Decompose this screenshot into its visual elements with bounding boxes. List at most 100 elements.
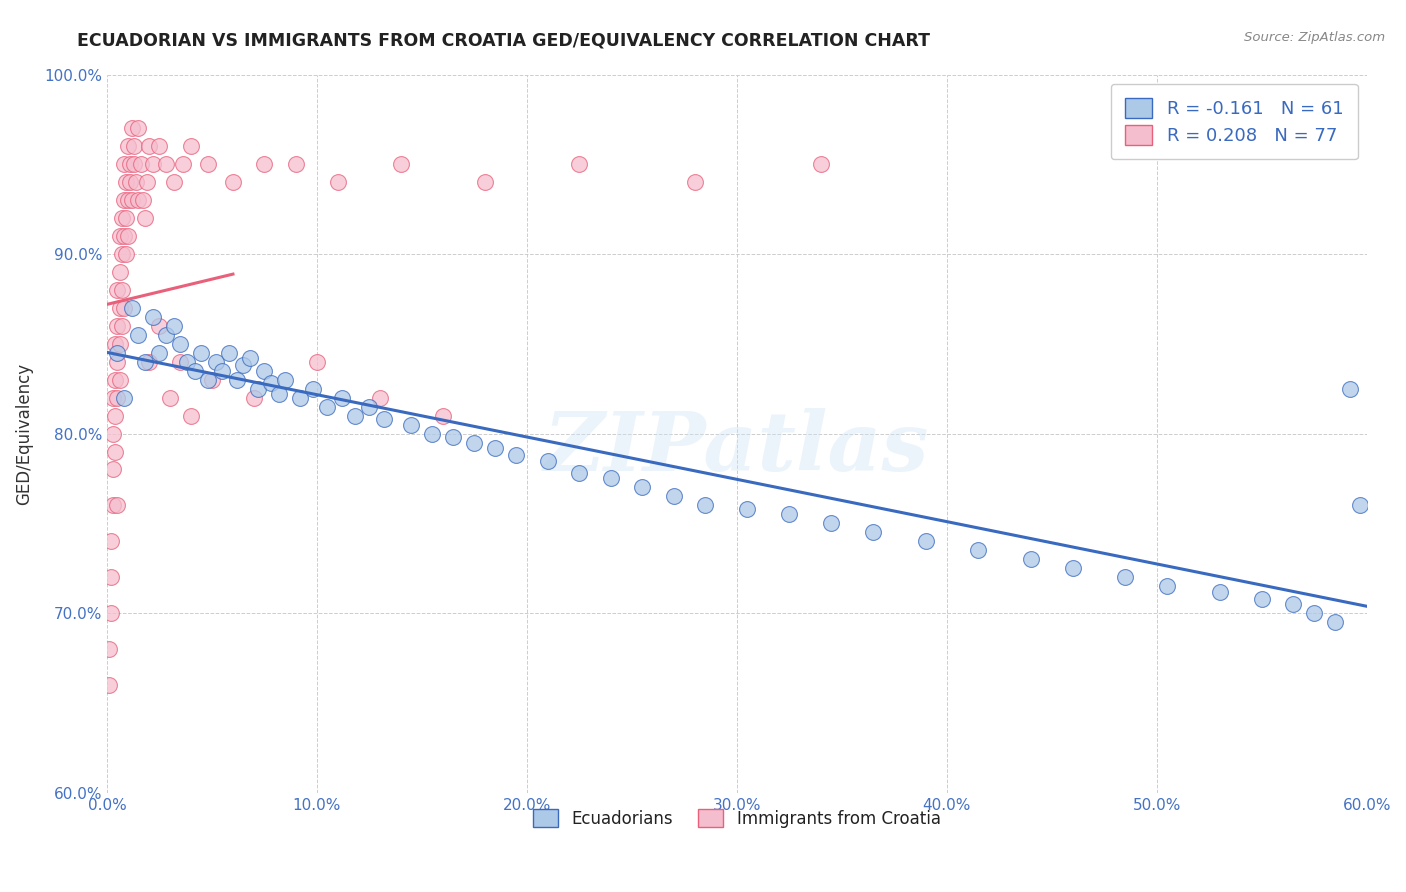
- Point: [568, 466, 591, 480]
- Point: [112, 391, 135, 405]
- Point: [125, 175, 148, 189]
- Point: [205, 355, 228, 369]
- Point: [1209, 584, 1232, 599]
- Point: [122, 139, 145, 153]
- Point: [422, 426, 444, 441]
- Point: [107, 346, 129, 360]
- Point: [104, 373, 127, 387]
- Point: [107, 499, 129, 513]
- Point: [288, 391, 311, 405]
- Point: [111, 283, 134, 297]
- Point: [163, 175, 186, 189]
- Point: [134, 211, 156, 226]
- Point: [1114, 570, 1136, 584]
- Point: [98, 642, 121, 657]
- Point: [1062, 561, 1084, 575]
- Text: Source: ZipAtlas.com: Source: ZipAtlas.com: [1244, 31, 1385, 45]
- Point: [537, 453, 560, 467]
- Point: [112, 157, 135, 171]
- Point: [1324, 615, 1347, 629]
- Point: [463, 435, 485, 450]
- Point: [107, 355, 129, 369]
- Point: [108, 301, 131, 315]
- Point: [1156, 579, 1178, 593]
- Point: [103, 391, 125, 405]
- Point: [148, 346, 170, 360]
- Point: [1303, 606, 1326, 620]
- Point: [1339, 382, 1361, 396]
- Point: [568, 157, 591, 171]
- Point: [117, 229, 139, 244]
- Point: [389, 157, 412, 171]
- Point: [111, 247, 134, 261]
- Point: [142, 157, 165, 171]
- Point: [269, 387, 291, 401]
- Point: [108, 373, 131, 387]
- Point: [100, 570, 122, 584]
- Point: [274, 373, 297, 387]
- Point: [107, 283, 129, 297]
- Point: [778, 508, 800, 522]
- Point: [100, 606, 122, 620]
- Point: [121, 121, 143, 136]
- Point: [107, 391, 129, 405]
- Point: [115, 175, 138, 189]
- Point: [120, 175, 142, 189]
- Point: [169, 336, 191, 351]
- Point: [115, 211, 138, 226]
- Point: [737, 502, 759, 516]
- Point: [121, 301, 143, 315]
- Point: [505, 448, 527, 462]
- Point: [967, 543, 990, 558]
- Point: [284, 157, 307, 171]
- Point: [148, 318, 170, 333]
- Point: [127, 327, 149, 342]
- Point: [401, 417, 423, 432]
- Point: [197, 157, 219, 171]
- Point: [131, 193, 153, 207]
- Point: [301, 382, 323, 396]
- Point: [112, 193, 135, 207]
- Point: [121, 193, 143, 207]
- Point: [138, 355, 160, 369]
- Point: [108, 229, 131, 244]
- Point: [1019, 552, 1042, 566]
- Point: [104, 336, 127, 351]
- Point: [117, 193, 139, 207]
- Point: [115, 247, 138, 261]
- Point: [176, 355, 198, 369]
- Point: [631, 480, 654, 494]
- Point: [190, 346, 212, 360]
- Point: [98, 678, 121, 692]
- Point: [222, 175, 245, 189]
- Point: [810, 157, 832, 171]
- Point: [432, 409, 454, 423]
- Y-axis label: GED/Equivalency: GED/Equivalency: [15, 362, 32, 505]
- Point: [155, 157, 177, 171]
- Point: [103, 462, 125, 476]
- Point: [108, 336, 131, 351]
- Point: [103, 426, 125, 441]
- Point: [138, 139, 160, 153]
- Point: [211, 364, 233, 378]
- Point: [134, 355, 156, 369]
- Point: [484, 441, 506, 455]
- Point: [108, 265, 131, 279]
- Point: [441, 430, 464, 444]
- Point: [129, 157, 152, 171]
- Point: [169, 355, 191, 369]
- Point: [253, 364, 276, 378]
- Point: [148, 139, 170, 153]
- Point: [343, 409, 366, 423]
- Point: [247, 382, 270, 396]
- Point: [243, 391, 266, 405]
- Point: [232, 359, 254, 373]
- Point: [599, 471, 621, 485]
- Point: [373, 412, 395, 426]
- Point: [142, 310, 165, 324]
- Point: [201, 373, 224, 387]
- Point: [155, 327, 177, 342]
- Point: [316, 400, 339, 414]
- Point: [330, 391, 353, 405]
- Point: [260, 376, 283, 391]
